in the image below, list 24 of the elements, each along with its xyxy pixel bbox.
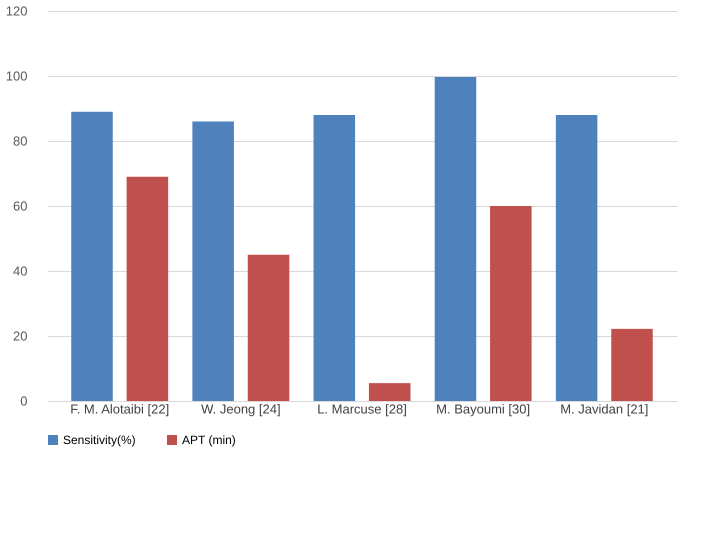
bar bbox=[434, 76, 476, 401]
y-tick-label: 60 bbox=[13, 198, 28, 214]
legend-label: Sensitivity(%) bbox=[63, 433, 136, 447]
x-tick-label: F. M. Alotaibi [22] bbox=[70, 402, 170, 416]
x-tick-label: M. Bayoumi [30] bbox=[436, 402, 530, 416]
x-tick-label: M. Javidan [21] bbox=[560, 402, 648, 416]
x-tick-label: L. Marcuse [28] bbox=[317, 402, 407, 416]
y-tick-label: 120 bbox=[6, 4, 28, 18]
y-tick-label: 100 bbox=[6, 68, 28, 84]
bar bbox=[248, 254, 290, 401]
bar bbox=[314, 115, 356, 401]
bar bbox=[126, 176, 168, 401]
legend-label: APT (min) bbox=[182, 433, 236, 447]
bar bbox=[368, 383, 410, 401]
bar bbox=[71, 112, 113, 401]
bar bbox=[556, 115, 598, 401]
y-tick-label: 40 bbox=[13, 264, 28, 278]
y-tick-label: 0 bbox=[20, 394, 28, 408]
bar bbox=[611, 328, 653, 401]
bar bbox=[192, 122, 234, 401]
bar bbox=[490, 206, 532, 401]
y-tick-label: 20 bbox=[13, 328, 28, 344]
x-tick-label: W. Jeong [24] bbox=[201, 402, 281, 416]
y-tick-label: 80 bbox=[13, 134, 28, 148]
